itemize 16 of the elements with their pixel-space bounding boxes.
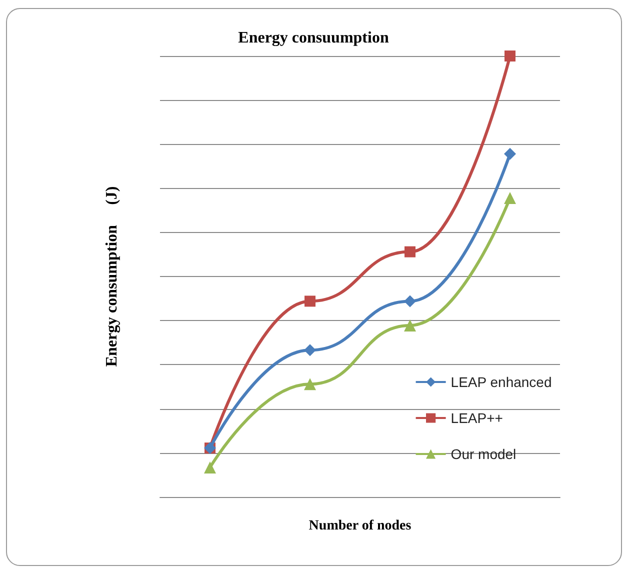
point — [504, 50, 516, 62]
legend-label: Our model — [450, 446, 516, 462]
point — [304, 344, 316, 356]
point — [504, 148, 516, 160]
chart-title: Energy consuumption — [238, 30, 389, 46]
point — [204, 461, 216, 474]
point — [304, 296, 316, 307]
legend-label: LEAP++ — [450, 410, 503, 426]
point — [504, 192, 516, 204]
point — [304, 378, 316, 390]
x-axis-title: Number of nodes — [308, 518, 412, 534]
y-axis-title: Energy consumption (J) — [104, 186, 120, 367]
point — [404, 246, 416, 258]
point — [404, 295, 416, 308]
legend-label: LEAP enhanced — [450, 374, 552, 390]
point — [404, 319, 416, 332]
